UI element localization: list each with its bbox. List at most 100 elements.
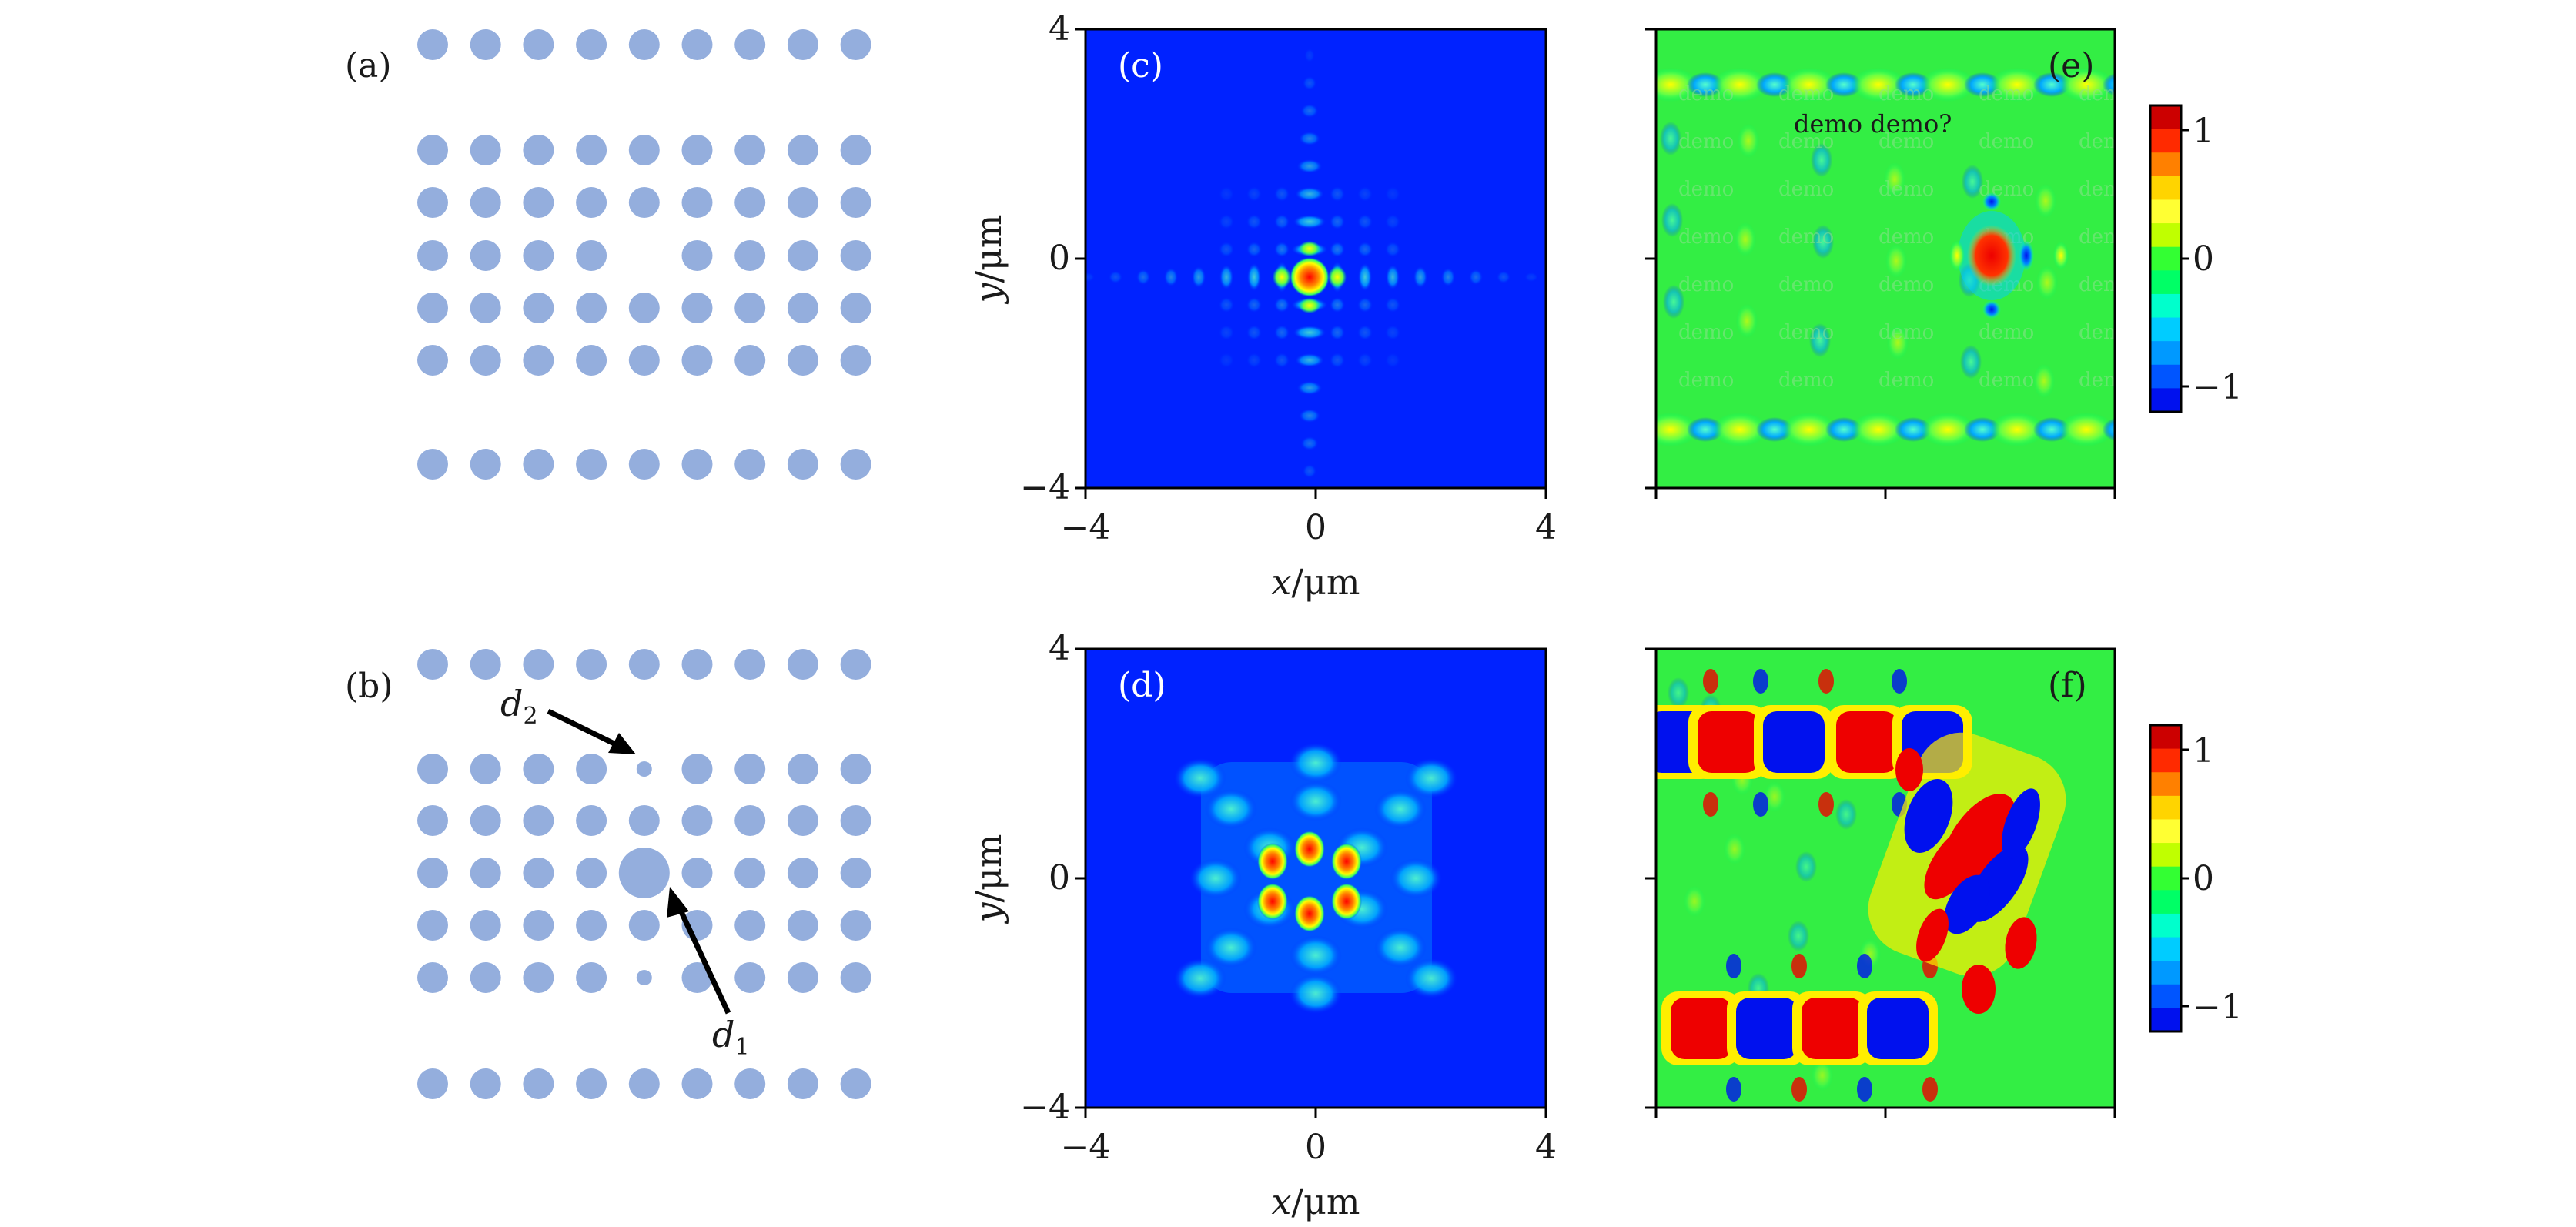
e-lobe: [2033, 364, 2055, 398]
c-fringe: [1274, 353, 1290, 368]
lattice-a-dot: [523, 135, 554, 165]
e-lobe: [1736, 304, 1758, 338]
d1-label: d1: [712, 1014, 750, 1061]
e-watermark-text: demo: [1979, 130, 2034, 153]
panel-b: (b) d2 d1: [345, 649, 871, 1099]
e-watermark-text: demo: [1778, 130, 1834, 153]
c-fringe: [1330, 214, 1345, 229]
c-fringe: [1296, 381, 1323, 395]
c-ylabel: y/μm: [968, 214, 1009, 304]
c-fringe: [1274, 297, 1290, 313]
e-lobe: [2059, 68, 2114, 102]
lattice-a: [417, 29, 871, 480]
c-fringe: [1109, 270, 1122, 284]
c-fringe: [1164, 267, 1178, 287]
lattice-b-dot: [576, 754, 607, 784]
c-fringe: [1246, 297, 1262, 313]
c-ytick-top: 4: [1049, 9, 1070, 48]
lattice-a-dot: [470, 135, 501, 165]
e-lobe: [1738, 124, 1759, 158]
lattice-a-dot: [787, 240, 818, 271]
d-mode-lobe: [1290, 974, 1342, 1014]
panel-d-field: [1174, 743, 1457, 1014]
c-fringe: [1246, 353, 1262, 368]
c-fringe: [1246, 242, 1262, 257]
colorbar-f: [2149, 724, 2189, 1033]
lattice-a-dot: [628, 345, 660, 376]
lattice-b-dot: [470, 754, 501, 784]
f-block: [1802, 998, 1863, 1059]
lattice-b-dot: [840, 962, 871, 993]
e-watermark-text: demo: [1878, 321, 1934, 344]
e-lobe: [2103, 72, 2115, 97]
e-lobe: [1781, 413, 1837, 446]
e-lobe: [1812, 225, 1834, 259]
c-fringe: [1274, 325, 1290, 340]
lattice-a-dot: [734, 135, 766, 165]
lattice-b-dot: [523, 754, 554, 784]
colorbar-segment: [2150, 199, 2181, 224]
e-lobe: [1887, 326, 1909, 359]
d-xtick-right: 4: [1535, 1128, 1557, 1167]
c-fringe: [1441, 267, 1455, 287]
d-mode-peak: [1294, 895, 1325, 932]
lattice-a-dot: [523, 345, 554, 376]
d-mode-lobe: [1374, 789, 1427, 829]
c-xtick-right: 4: [1535, 508, 1557, 547]
e-lobe: [1660, 122, 1681, 155]
f-lobe: [1788, 921, 1809, 951]
lattice-b-dot: [787, 1068, 818, 1099]
lattice-a-dot: [470, 449, 501, 480]
lattice-b-dot: [734, 962, 766, 993]
panel-a-label: (a): [345, 46, 392, 85]
lattice-a-dot: [787, 187, 818, 218]
colorbar-segment: [2150, 772, 2181, 797]
d-mode-lobe: [1290, 743, 1342, 783]
panel-f-label: (f): [2048, 666, 2087, 705]
f-small-lobe: [1892, 669, 1907, 694]
colorbar-segment: [2150, 819, 2181, 844]
f-small-lobe: [1791, 954, 1807, 978]
e-lobe: [1885, 244, 1907, 278]
lattice-b-dot: [787, 754, 818, 784]
lattice-b-dot: [840, 754, 871, 784]
c-fringe: [1385, 353, 1400, 368]
c-fringe: [1295, 353, 1324, 367]
c-xtick-mid: 0: [1305, 508, 1326, 547]
lattice-a-dot: [734, 293, 766, 323]
c-fringe: [1385, 214, 1400, 229]
lattice-a-dot: [417, 29, 448, 60]
c-fringe: [1385, 297, 1400, 313]
lattice-b-dot: [681, 649, 713, 680]
colorbar-segment: [2150, 388, 2181, 413]
e-lobe: [1661, 203, 1683, 237]
lattice-a-dot: [576, 187, 607, 218]
lattice-b-dot: [576, 910, 607, 941]
lattice-b-dot: [470, 1068, 501, 1099]
c-fringe: [1295, 187, 1324, 201]
c-fringe: [1330, 353, 1345, 368]
lattice-a-dot: [628, 449, 660, 480]
cbar-e-tick-0: 0: [2193, 239, 2214, 279]
colorbar-segment: [2150, 270, 2181, 295]
c-fringe: [1299, 132, 1320, 145]
panel-d-ticks: [1075, 647, 1547, 1118]
lattice-a-dot: [681, 29, 713, 60]
d-mode-lobe: [1405, 758, 1457, 798]
lattice-a-dot: [840, 449, 871, 480]
d-mode-lobe: [1290, 935, 1342, 975]
e-watermark-text: demo: [1878, 82, 1934, 105]
lattice-a-dot: [628, 293, 660, 323]
lattice-a-dot: [628, 135, 660, 165]
lattice-a-dot: [628, 29, 660, 60]
c-fringe: [1497, 270, 1510, 284]
lattice-a-dot: [787, 293, 818, 323]
e-watermark-text: demo: [1778, 273, 1834, 296]
f-lobe: [1835, 799, 1857, 830]
d-ytick-top: 4: [1049, 629, 1070, 668]
panel-c: (c) 4 0 −4 −4 0 4 x/μm y/μm: [968, 9, 1557, 603]
lattice-a-dot: [470, 345, 501, 376]
lattice-b-dot: [787, 910, 818, 941]
e-lobe: [1656, 68, 1698, 102]
